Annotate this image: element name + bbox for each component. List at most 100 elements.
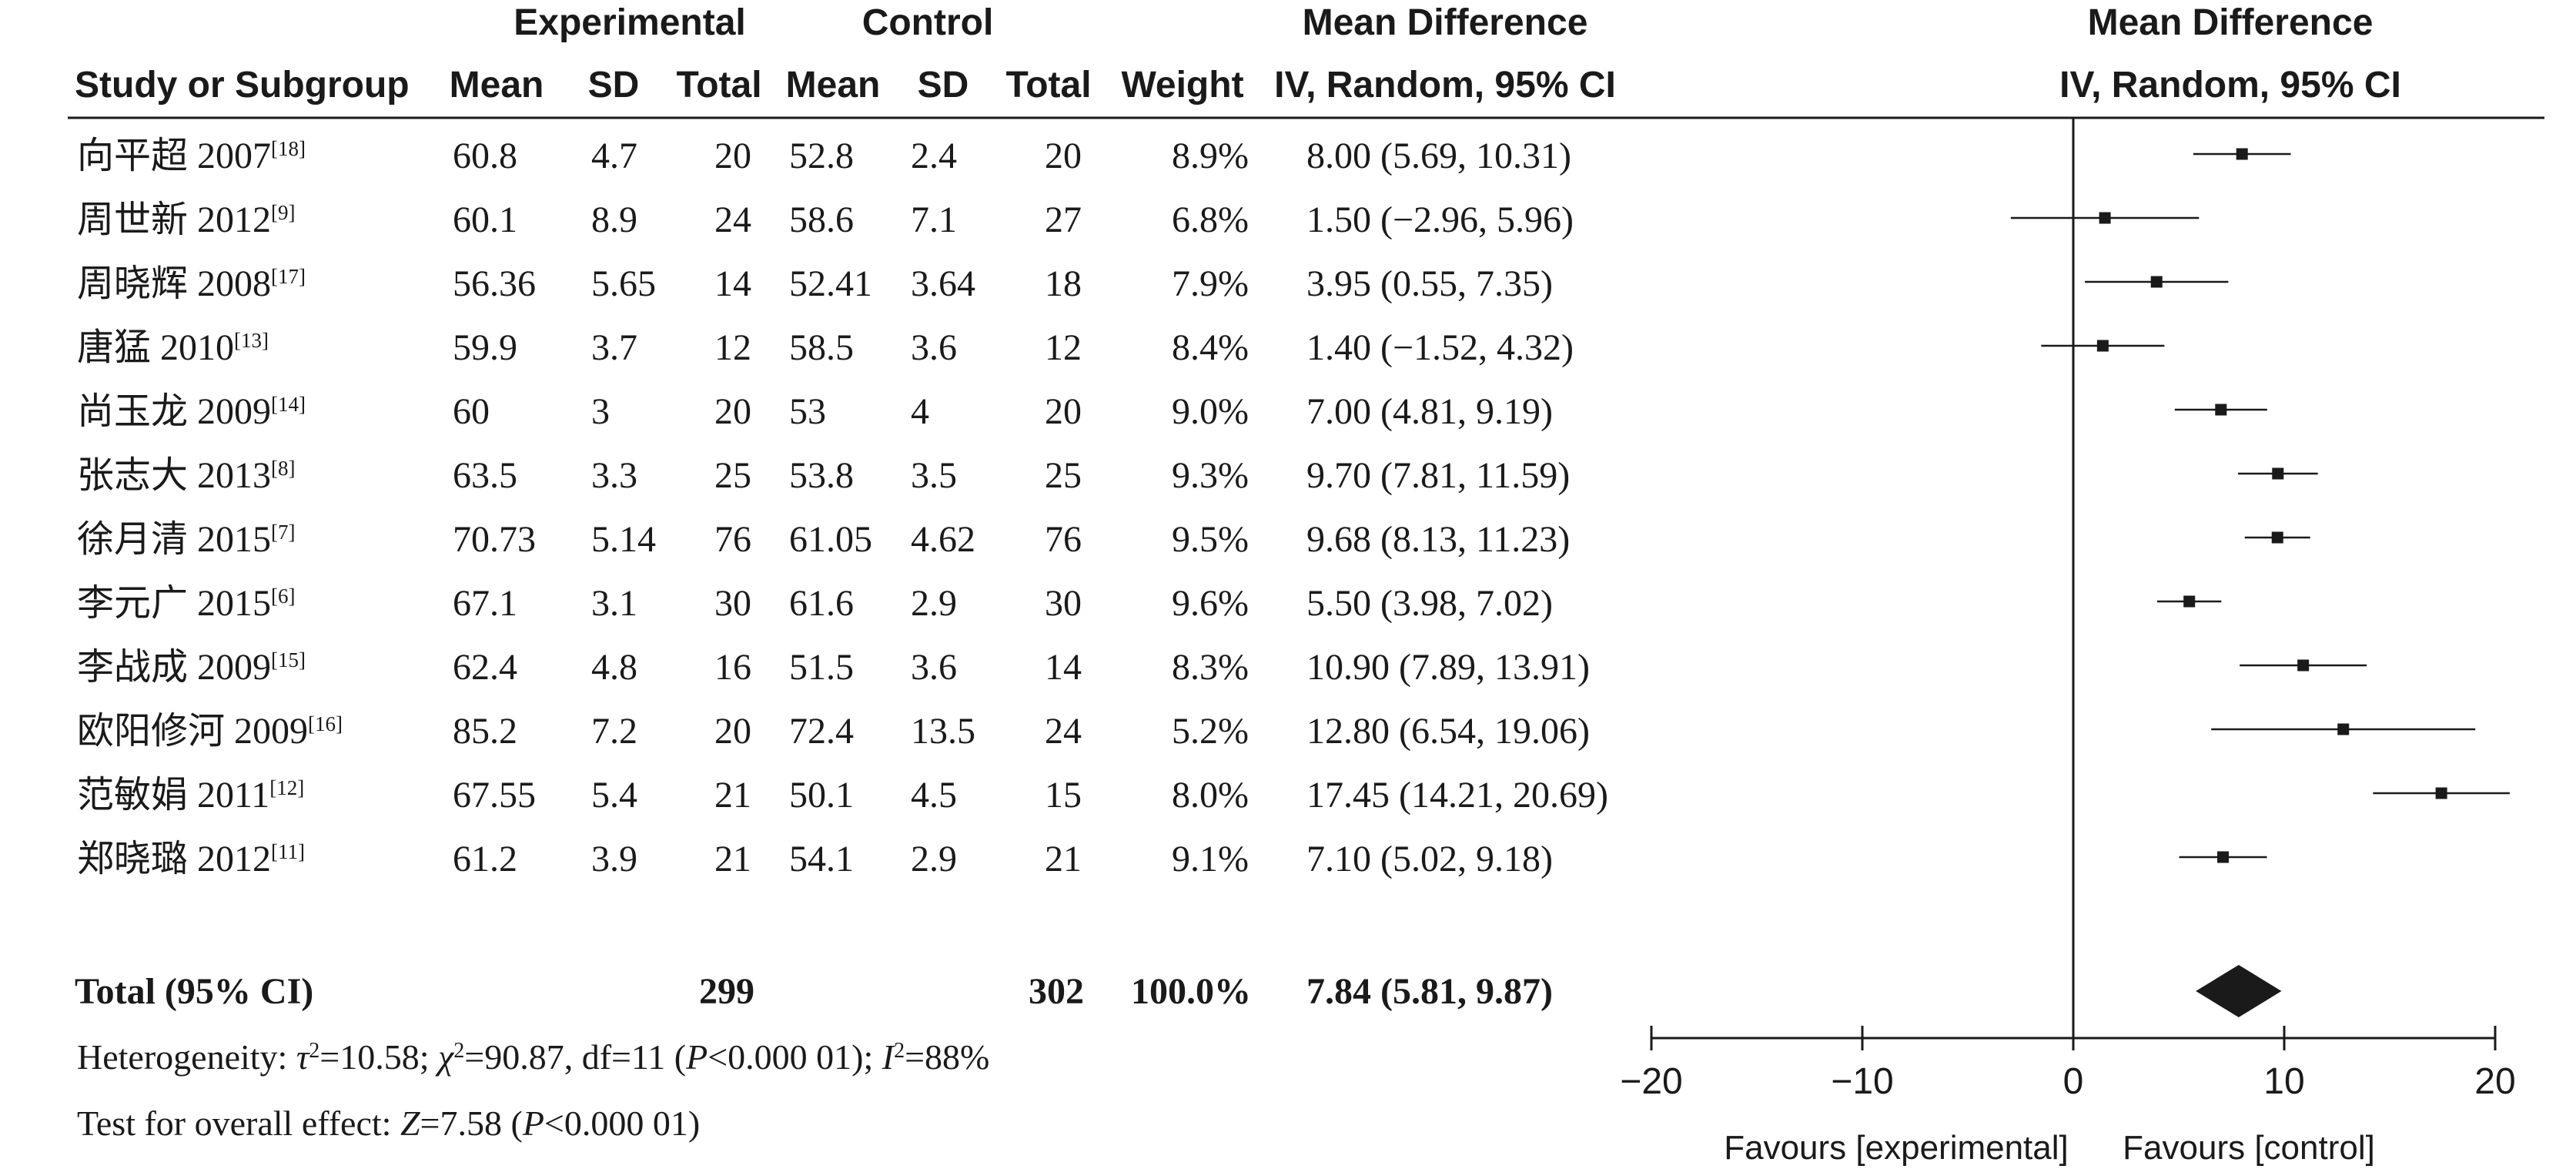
exp-mean-cell: 67.1 (453, 583, 517, 624)
header-ctl-sd: SD (918, 65, 969, 106)
x-tick-label: −10 (1831, 1061, 1893, 1102)
study-name: 周晓辉 2008[17] (77, 263, 306, 304)
x-axis-ticks: −20 −10 0 10 20 (1620, 1026, 2516, 1102)
ci-text-cell: 8.00 (5.69, 10.31) (1306, 136, 1571, 176)
exp-total-cell: 14 (714, 263, 751, 304)
exp-total-cell: 20 (714, 711, 751, 752)
weight-cell: 9.6% (1172, 583, 1249, 624)
exp-total-cell: 21 (714, 839, 751, 879)
study-name: 唐猛 2010[13] (77, 327, 269, 368)
weight-cell: 8.4% (1172, 327, 1249, 368)
exp-mean-cell: 61.2 (453, 839, 517, 879)
weight-cell: 5.2% (1172, 711, 1249, 752)
study-name: 尚玉龙 2009[14] (77, 391, 306, 432)
weight-cell: 9.5% (1172, 519, 1249, 560)
ctl-mean-cell: 52.41 (789, 263, 872, 304)
exp-total-cell: 30 (714, 583, 751, 624)
exp-mean-cell: 59.9 (453, 327, 517, 368)
study-name: 周世新 2012[9] (77, 199, 296, 240)
exp-sd-cell: 3.3 (591, 455, 637, 496)
exp-sd-cell: 3 (591, 391, 610, 432)
weight-cell: 8.0% (1172, 775, 1249, 816)
header-weight: Weight (1121, 65, 1243, 106)
study-rows: 向平超 2007[18] 60.8 4.7 20 52.8 2.4 20 8.9% 8.00 (… (77, 136, 1608, 879)
point-estimate (2096, 340, 2109, 352)
exp-total-cell: 20 (714, 391, 751, 432)
point-estimate (2236, 148, 2248, 160)
point-estimate (2150, 276, 2163, 288)
heterogeneity-text: Heterogeneity: τ2=10.58; χ2=90.87, df=11… (77, 1037, 989, 1077)
ctl-sd-cell: 4 (911, 391, 929, 432)
ci-text-cell: 7.00 (4.81, 9.19) (1306, 391, 1553, 432)
exp-total-cell: 24 (714, 199, 751, 240)
exp-sd-cell: 5.65 (591, 263, 656, 304)
exp-sd-cell: 4.8 (591, 647, 637, 688)
ctl-sd-cell: 4.5 (911, 775, 957, 816)
weight-cell: 7.9% (1172, 263, 1249, 304)
point-estimate (2215, 404, 2227, 416)
ctl-sd-cell: 3.6 (911, 647, 957, 688)
exp-mean-cell: 63.5 (453, 455, 517, 496)
weight-cell: 8.3% (1172, 647, 1249, 688)
ctl-mean-cell: 72.4 (789, 711, 854, 752)
ctl-mean-cell: 58.6 (789, 199, 854, 240)
study-name: 向平超 2007[18] (77, 136, 306, 176)
weight-cell: 9.1% (1172, 839, 1249, 879)
total-label: Total (95% CI) (75, 971, 313, 1012)
exp-sd-cell: 3.7 (591, 327, 637, 368)
weight-cell: 8.9% (1172, 136, 1249, 176)
ctl-sd-cell: 2.9 (911, 583, 957, 624)
exp-mean-cell: 56.36 (453, 263, 536, 304)
ctl-total-cell: 25 (1045, 455, 1082, 496)
x-tick-label: 0 (2063, 1061, 2084, 1102)
exp-mean-cell: 60.8 (453, 136, 517, 176)
ci-text-cell: 10.90 (7.89, 13.91) (1306, 647, 1590, 688)
ctl-sd-cell: 3.64 (911, 263, 975, 304)
header-experimental: Experimental (514, 2, 745, 43)
ctl-total-cell: 14 (1045, 647, 1082, 688)
exp-total-cell: 21 (714, 775, 751, 816)
total-row: Total (95% CI) 299 302 100.0% 7.84 (5.81… (75, 971, 1553, 1012)
weight-cell: 6.8% (1172, 199, 1249, 240)
ctl-sd-cell: 3.5 (911, 455, 957, 496)
ctl-mean-cell: 58.5 (789, 327, 854, 368)
exp-sd-cell: 8.9 (591, 199, 637, 240)
x-tick-label: −20 (1620, 1061, 1682, 1102)
favours-experimental: Favours [experimental] (1724, 1129, 2069, 1167)
ctl-mean-cell: 53 (789, 391, 826, 432)
exp-sd-cell: 5.4 (591, 775, 637, 816)
ctl-total-cell: 30 (1045, 583, 1082, 624)
exp-sd-cell: 5.14 (591, 519, 656, 560)
total-ci-text: 7.84 (5.81, 9.87) (1306, 971, 1553, 1012)
exp-total-cell: 16 (714, 647, 751, 688)
ci-text-cell: 1.40 (−1.52, 4.32) (1306, 327, 1574, 368)
header-ctl-total: Total (1005, 65, 1091, 106)
ctl-total-cell: 27 (1045, 199, 1082, 240)
exp-mean-cell: 85.2 (453, 711, 517, 752)
total-ctl-n: 302 (1029, 971, 1084, 1012)
ci-text-cell: 9.70 (7.81, 11.59) (1306, 455, 1570, 496)
ctl-mean-cell: 52.8 (789, 136, 854, 176)
study-name: 李战成 2009[15] (77, 647, 306, 688)
favours-control: Favours [control] (2123, 1129, 2375, 1167)
ci-text-cell: 5.50 (3.98, 7.02) (1306, 583, 1553, 624)
exp-total-cell: 12 (714, 327, 751, 368)
pooled-estimate-diamond (2196, 965, 2282, 1017)
exp-sd-cell: 4.7 (591, 136, 637, 176)
ctl-total-cell: 20 (1045, 136, 1082, 176)
header-exp-total: Total (676, 65, 761, 106)
ctl-total-cell: 15 (1045, 775, 1082, 816)
ci-text-cell: 3.95 (0.55, 7.35) (1306, 263, 1553, 304)
total-weight: 100.0% (1131, 971, 1251, 1012)
ci-lines (2010, 148, 2510, 863)
ctl-mean-cell: 50.1 (789, 775, 854, 816)
study-name: 欧阳修河 2009[16] (77, 711, 343, 752)
point-estimate (2217, 851, 2230, 863)
ctl-total-cell: 20 (1045, 391, 1082, 432)
ctl-mean-cell: 53.8 (789, 455, 854, 496)
ctl-total-cell: 12 (1045, 327, 1082, 368)
header-ci-method: IV, Random, 95% CI (1274, 65, 1616, 106)
study-name: 徐月清 2015[7] (77, 519, 296, 560)
point-estimate (2337, 723, 2350, 735)
